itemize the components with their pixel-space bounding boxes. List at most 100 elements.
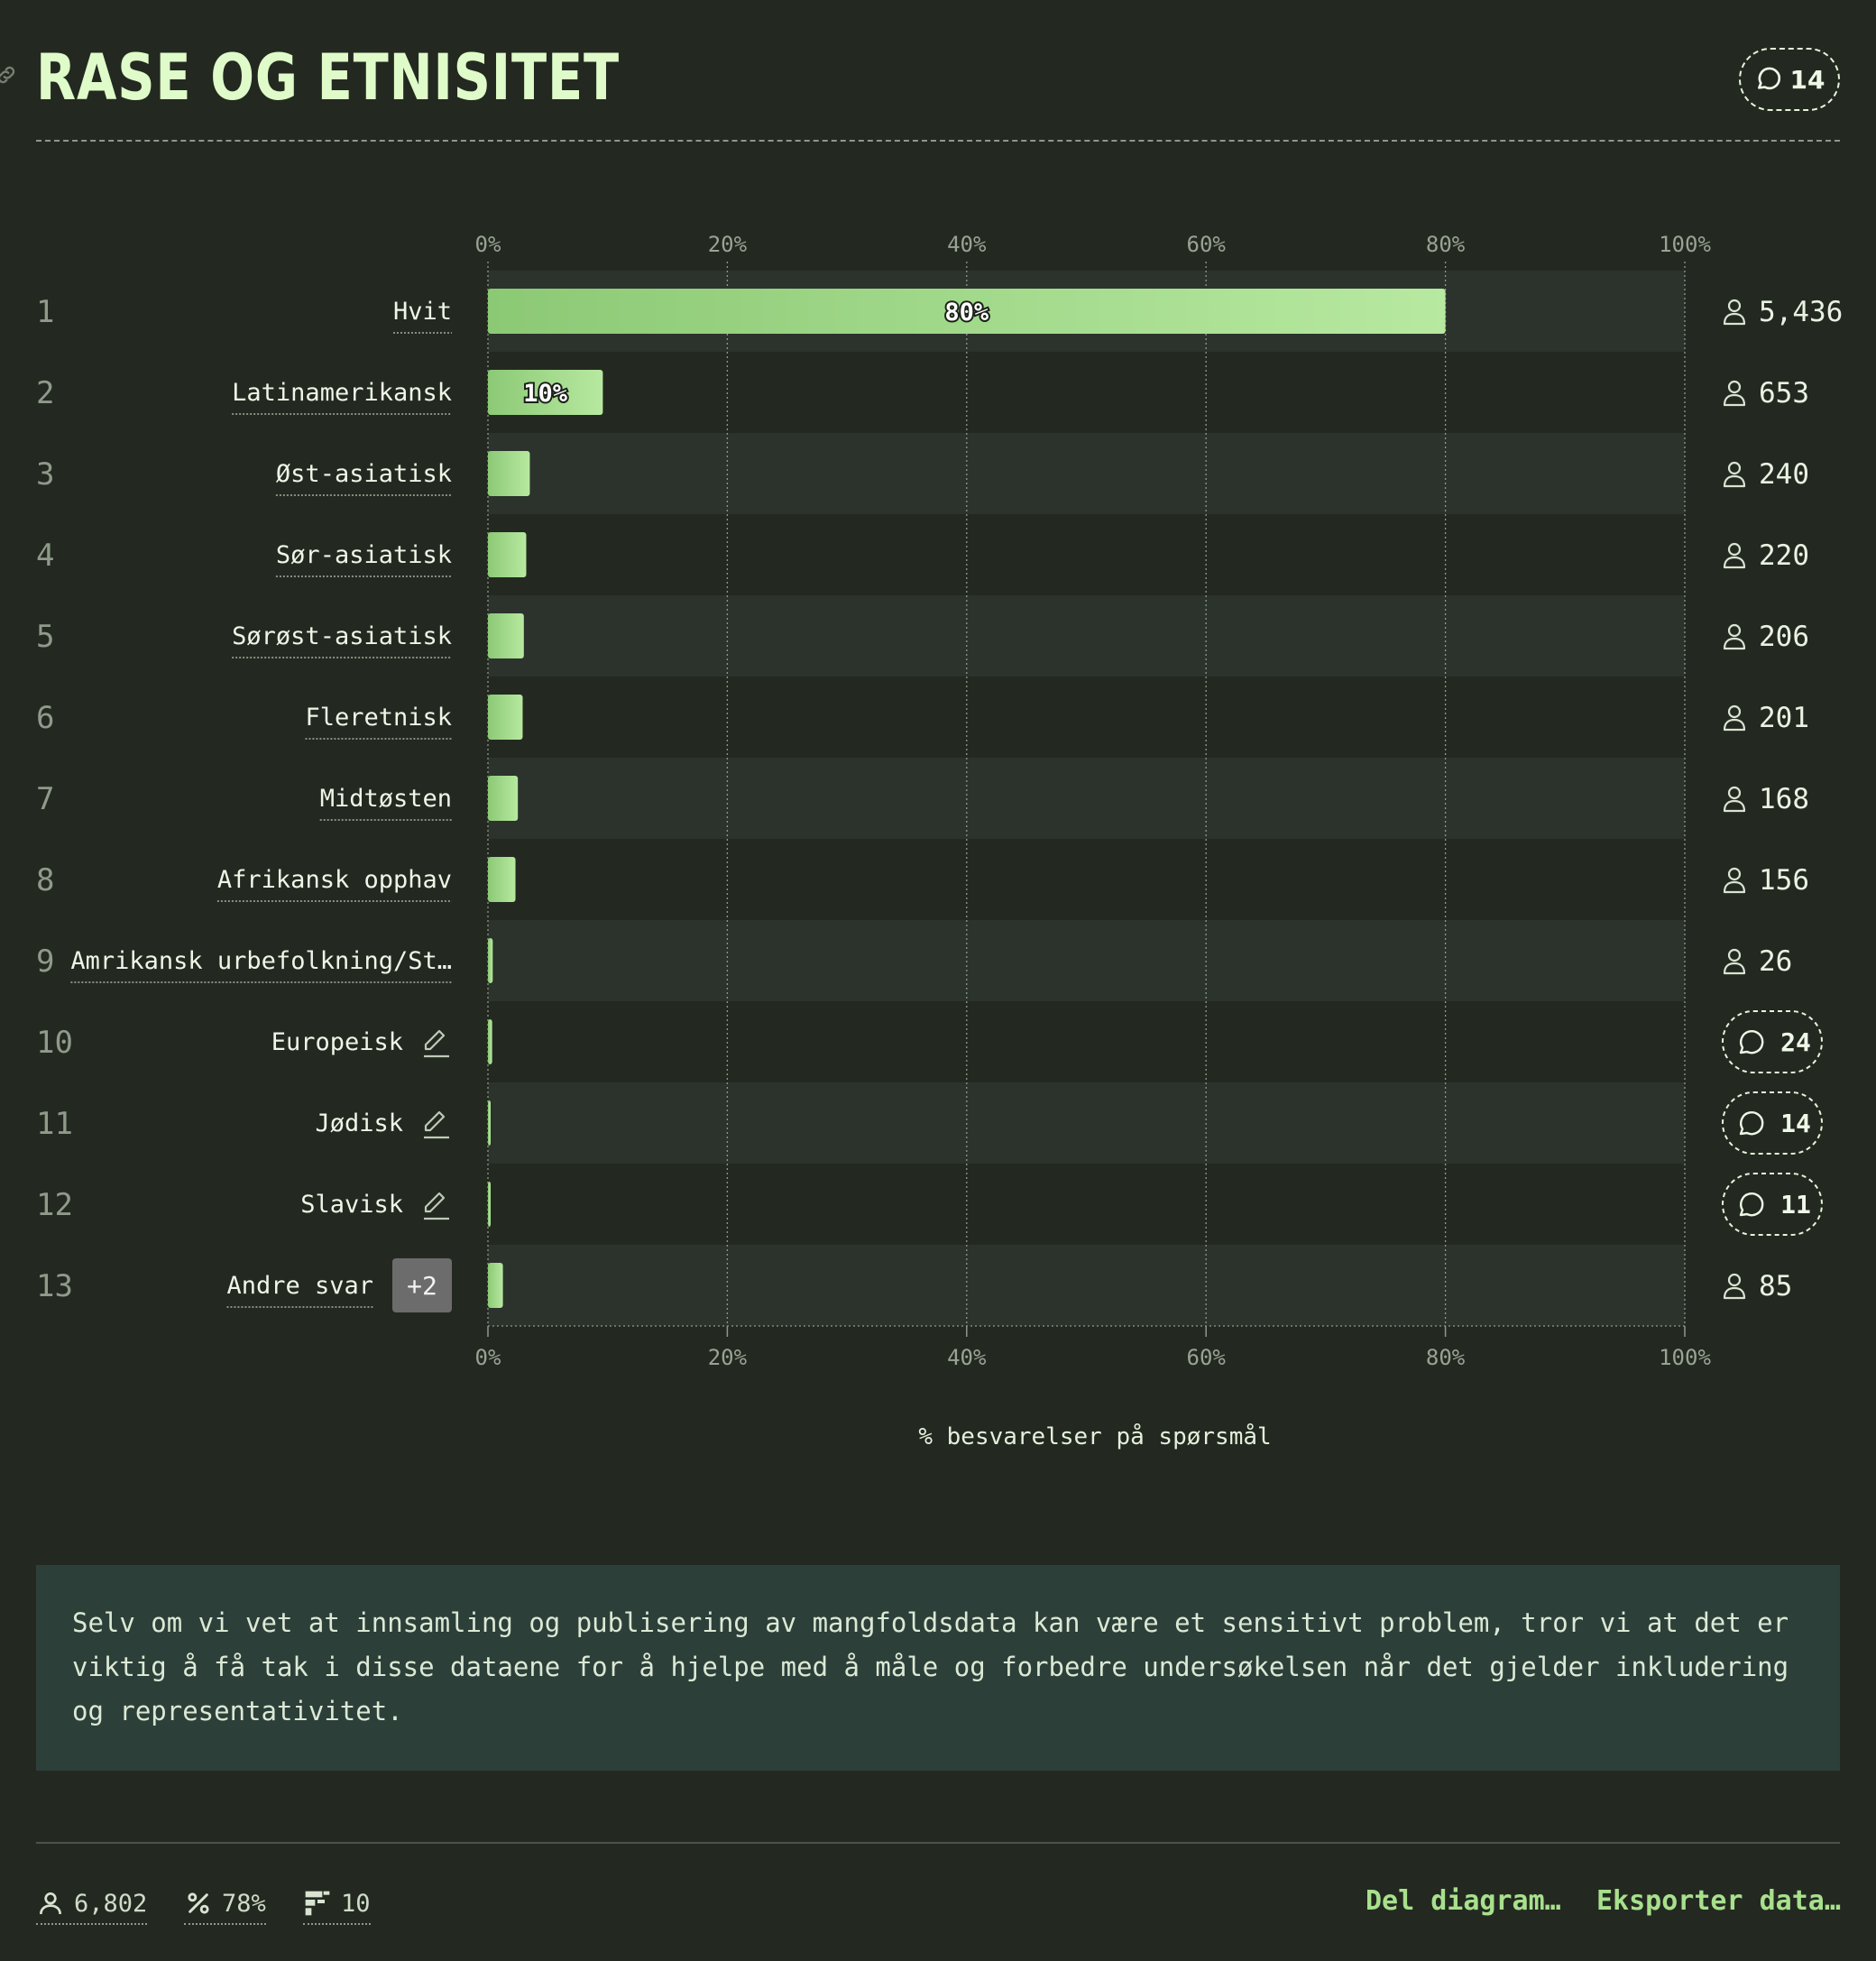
row-respondent-count: 653 (1759, 377, 1809, 410)
user-icon-body (1723, 1286, 1746, 1300)
respondents-stat[interactable]: 6,802 (36, 1885, 148, 1925)
row-rank: 9 (36, 944, 54, 980)
user-icon-head (1727, 786, 1742, 800)
link-icon[interactable] (0, 63, 18, 87)
row-band (488, 433, 1685, 514)
row-comments-button[interactable] (1722, 1010, 1823, 1073)
user-icon (1723, 867, 1746, 894)
edit-icon-pen (424, 1192, 446, 1213)
more-answers-badge[interactable] (392, 1258, 452, 1312)
bar[interactable] (488, 695, 523, 740)
comment-icon-bubble (1739, 1192, 1764, 1217)
user-icon-head (1727, 461, 1742, 475)
user-icon-body (1723, 637, 1746, 650)
user-icon (1723, 542, 1746, 569)
user-icon-head (1727, 542, 1742, 557)
row-rank: 6 (36, 700, 54, 736)
comment-icon-bubble (1739, 1029, 1764, 1054)
bar[interactable] (488, 938, 493, 983)
comments-button[interactable]: 14 (1739, 48, 1840, 111)
row-rank: 5 (36, 619, 54, 655)
user-icon-body (1723, 556, 1746, 569)
x-tick-label-bottom: 0% (475, 1345, 501, 1370)
user-icon-head (1727, 704, 1742, 719)
row-label[interactable]: Sør-asiatisk (276, 541, 452, 569)
x-tick-label-top: 0% (475, 232, 501, 257)
bar[interactable] (488, 1263, 503, 1308)
bar[interactable] (488, 1019, 492, 1064)
bar[interactable] (488, 289, 1446, 334)
x-tick-label-top: 20% (708, 232, 748, 257)
user-icon (1723, 380, 1746, 407)
user-icon-body (1723, 393, 1746, 407)
row-label[interactable]: Jødisk (315, 1109, 403, 1137)
x-tick-label-bottom: 60% (1187, 1345, 1227, 1370)
bar-chart: 0% 0% 20% 20% 40% 40% 60% 60% 80% 80% 100% 100% 80%… (36, 232, 1843, 1450)
bar[interactable] (488, 776, 519, 821)
user-icon (1723, 299, 1746, 326)
row-label[interactable]: Slavisk (300, 1191, 403, 1219)
row-comments-button[interactable] (1722, 1173, 1823, 1236)
row-label[interactable]: Midtøsten (320, 785, 452, 813)
percent-icon (188, 1892, 209, 1914)
row-respondent-count: 201 (1759, 702, 1809, 734)
x-tick-label-top: 100% (1659, 232, 1711, 257)
share-chart-button[interactable]: Del diagram… (1366, 1885, 1561, 1917)
row-respondent-count: 26 (1759, 945, 1792, 978)
respondents-count: 6,802 (74, 1889, 148, 1918)
header-divider (36, 140, 1840, 142)
questions-count: 10 (341, 1889, 371, 1918)
row-label[interactable]: Øst-asiatisk (276, 460, 452, 488)
row-respondent-count: 206 (1759, 621, 1809, 653)
row-label[interactable]: Amrikansk urbefolkning/St… (70, 947, 452, 975)
row-label[interactable]: Hvit (393, 298, 452, 326)
x-axis-label: % besvarelser på spørsmål (918, 1422, 1271, 1450)
edit-icon-pen (424, 1110, 446, 1132)
user-icon-body (1723, 312, 1746, 326)
edit-icon[interactable] (424, 1192, 449, 1220)
bar[interactable] (488, 532, 527, 577)
bar[interactable] (488, 1100, 491, 1146)
user-icon-body (1723, 880, 1746, 894)
questions-stat[interactable]: 10 (303, 1885, 371, 1925)
row-respondent-count: 240 (1759, 458, 1809, 491)
row-respondent-count: 85 (1759, 1270, 1792, 1303)
row-label[interactable]: Fleretnisk (305, 704, 452, 732)
row-rank: 4 (36, 538, 54, 574)
row-rank: 12 (36, 1187, 73, 1223)
row-label[interactable]: Latinamerikansk (232, 379, 452, 407)
export-data-button[interactable]: Eksporter data… (1596, 1885, 1841, 1917)
row-respondent-count: 5,436 (1759, 296, 1843, 328)
row-respondent-count: 156 (1759, 864, 1809, 897)
bar[interactable] (488, 857, 516, 902)
bar[interactable] (488, 613, 524, 658)
row-band (488, 1082, 1685, 1164)
row-rank: 13 (36, 1268, 73, 1304)
user-icon (1723, 461, 1746, 488)
user-icon-body (1723, 799, 1746, 813)
bar[interactable] (488, 451, 530, 496)
edit-icon[interactable] (424, 1110, 449, 1139)
bar[interactable] (488, 370, 603, 415)
row-label[interactable]: Afrikansk opphav (217, 866, 452, 894)
page-title: RASE OG ETNISITET (36, 41, 620, 115)
row-comments-button[interactable] (1722, 1091, 1823, 1155)
user-icon (1723, 786, 1746, 813)
row-label[interactable]: Europeisk (271, 1028, 403, 1056)
user-icon-head (1727, 948, 1742, 962)
row-band (488, 758, 1685, 839)
row-respondent-count: 168 (1759, 783, 1809, 815)
row-label[interactable]: Sørøst-asiatisk (232, 622, 452, 650)
user-icon-body (1723, 962, 1746, 975)
row-rank: 8 (36, 862, 54, 898)
row-label[interactable]: Andre svar (226, 1272, 373, 1300)
edit-icon[interactable] (424, 1029, 449, 1058)
percent-stat[interactable]: 78% (184, 1885, 266, 1925)
row-rank: 2 (36, 375, 54, 411)
x-tick-label-bottom: 100% (1659, 1345, 1711, 1370)
bar[interactable] (488, 1182, 491, 1227)
user-icon-body (1723, 718, 1746, 732)
comment-icon (1757, 67, 1780, 90)
row-rank: 7 (36, 781, 54, 817)
chart-icon (305, 1891, 330, 1916)
